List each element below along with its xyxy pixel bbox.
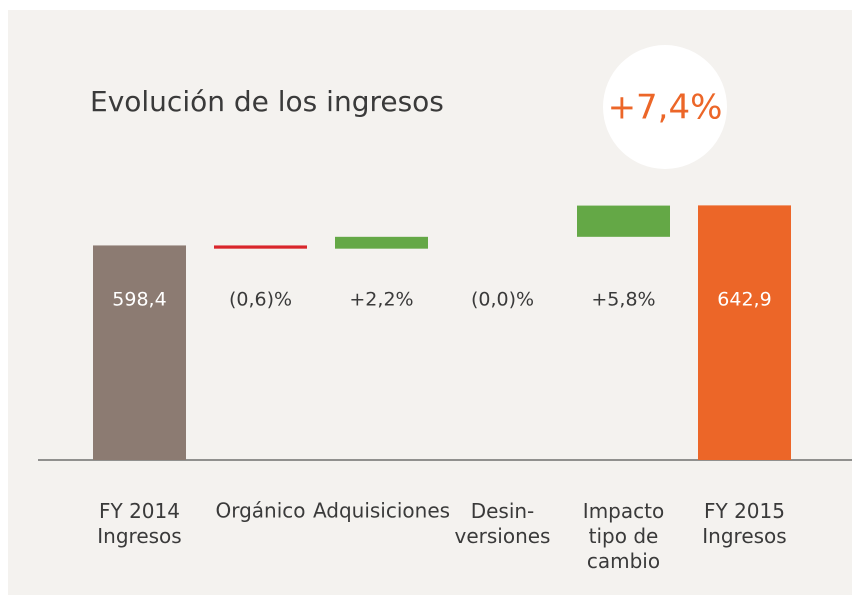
bar <box>93 245 186 460</box>
chart-title: Evolución de los ingresos <box>90 85 444 118</box>
value-label: (0,6)% <box>229 289 292 311</box>
x-tick-label: FY 2014 Ingresos <box>97 499 181 548</box>
bar <box>577 205 670 237</box>
x-tick-label: Desin-versiones <box>455 499 551 548</box>
bar <box>214 245 307 249</box>
value-label: (0,0)% <box>471 289 534 311</box>
bar <box>698 205 791 460</box>
value-label: +2,2% <box>349 289 413 311</box>
annotation: +7,4% <box>608 88 723 128</box>
badge <box>603 45 727 169</box>
value-label: +5,8% <box>591 289 655 311</box>
value-label: 598,4 <box>112 289 166 311</box>
x-tick-label: Adquisiciones <box>313 499 450 523</box>
x-tick-label: Impacto tipo de cambio <box>583 499 664 573</box>
bar <box>335 236 428 249</box>
x-tick-label: FY 2015 Ingresos <box>702 499 786 548</box>
value-label: 642,9 <box>717 289 771 311</box>
x-tick-label: Orgánico <box>215 499 305 523</box>
